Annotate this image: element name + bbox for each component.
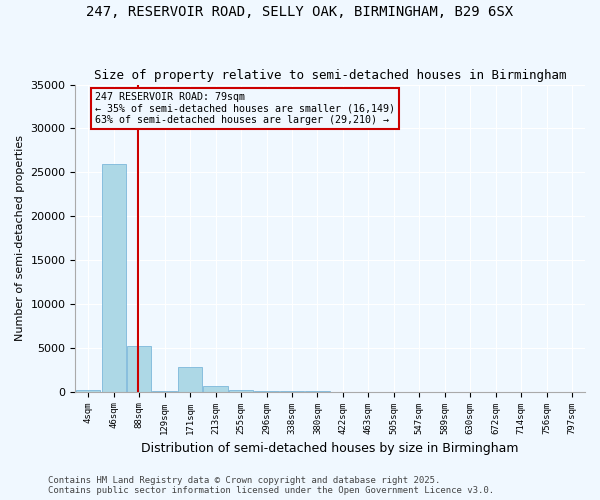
Bar [101,164,126,392]
Bar [229,390,253,392]
Bar [152,391,176,392]
Bar [127,346,151,392]
Bar [76,390,100,392]
Bar [254,391,278,392]
Title: Size of property relative to semi-detached houses in Birmingham: Size of property relative to semi-detach… [94,69,566,82]
Text: 247, RESERVOIR ROAD, SELLY OAK, BIRMINGHAM, B29 6SX: 247, RESERVOIR ROAD, SELLY OAK, BIRMINGH… [86,5,514,19]
Text: 247 RESERVOIR ROAD: 79sqm
← 35% of semi-detached houses are smaller (16,149)
63%: 247 RESERVOIR ROAD: 79sqm ← 35% of semi-… [95,92,395,125]
Y-axis label: Number of semi-detached properties: Number of semi-detached properties [15,135,25,341]
Text: Contains HM Land Registry data © Crown copyright and database right 2025.
Contai: Contains HM Land Registry data © Crown c… [48,476,494,495]
X-axis label: Distribution of semi-detached houses by size in Birmingham: Distribution of semi-detached houses by … [142,442,519,455]
Bar [203,386,227,392]
Bar [178,367,202,392]
